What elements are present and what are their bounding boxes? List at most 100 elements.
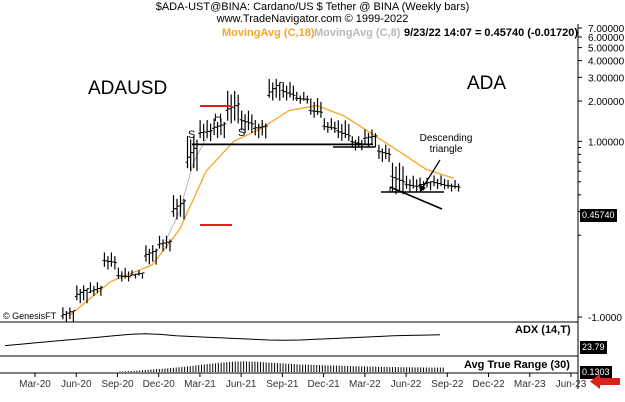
ohlc-bar <box>435 179 440 190</box>
ohlc-bar <box>167 239 172 252</box>
ohlc-bar <box>205 120 210 139</box>
right-symbol-label: ADA <box>467 73 507 94</box>
ohlc-bar <box>253 120 258 136</box>
ohlc-bar <box>98 285 103 296</box>
ohlc-bar <box>312 101 317 118</box>
y-tick-label: 6.00000 <box>588 33 625 44</box>
y-tick-label: 2.00000 <box>588 97 625 108</box>
ma8-line <box>165 138 207 242</box>
ohlc-bar <box>88 282 93 294</box>
adx-label: ADX (14,T) <box>515 324 571 336</box>
ohlc-bar <box>236 94 241 124</box>
y-tick-label: 3.00000 <box>588 73 625 84</box>
x-tick-label: Jun-21 <box>226 379 257 390</box>
ohlc-bar <box>456 183 461 192</box>
ohlc-bar <box>442 178 447 190</box>
ohlc-bar <box>277 81 282 101</box>
ohlc-bar <box>164 235 169 249</box>
ohlc-bar <box>171 195 176 217</box>
adx-panel <box>4 333 441 347</box>
last-price-box: 0.45740 <box>580 209 617 222</box>
ohlc-bar <box>397 162 402 192</box>
ohlc-bar <box>126 271 131 282</box>
x-tick-label: Jun-20 <box>61 379 92 390</box>
ohlc-bar <box>332 121 337 133</box>
ohlc-bar <box>373 133 378 148</box>
ohlc-bar <box>362 129 367 145</box>
triangle-top-line <box>389 186 443 210</box>
ma8-legend: MovingAvg (C,8) <box>314 27 401 39</box>
ohlc-bar <box>301 91 306 101</box>
ohlc-bar <box>305 95 310 104</box>
ohlc-bar <box>369 129 374 145</box>
y-tick-label: 7.00000 <box>588 24 625 35</box>
ohlc-bar <box>383 144 388 160</box>
ohlc-bar <box>246 110 251 131</box>
x-tick-label: Mar-22 <box>349 379 381 390</box>
ohlc-bar <box>339 123 344 141</box>
shoulder-right-label: S <box>238 127 246 139</box>
ma18-path <box>68 104 455 317</box>
ohlc-bar <box>446 180 451 189</box>
x-tick-label: Jun-22 <box>391 379 422 390</box>
ma8-path <box>165 138 207 242</box>
adx-line <box>4 333 441 347</box>
atr-panel <box>119 361 444 372</box>
site-credit: www.TradeNavigator.com © 1999-2022 <box>216 13 409 25</box>
ohlc-bar <box>102 252 107 267</box>
ohlc-bar <box>232 90 237 121</box>
ohlc-bar <box>112 256 117 270</box>
ohlc-bar <box>366 132 371 148</box>
ohlc-bar <box>439 175 444 187</box>
ohlc-bar <box>181 198 186 220</box>
adx-value-box: 23.79 <box>580 341 607 354</box>
ohlc-bar <box>81 285 86 301</box>
x-tick-label: Dec-21 <box>307 379 340 390</box>
y-tick-label: 5.00000 <box>588 44 625 55</box>
left-arrow-icon[interactable] <box>590 374 620 389</box>
x-axis: Mar-20 Jun-20 Sep-20 Dec-20 Mar-21 Jun-21 Sep-… <box>19 373 587 390</box>
ohlc-bar <box>387 148 392 163</box>
ohlc-bar <box>428 181 433 191</box>
ohlc-bar <box>346 123 351 141</box>
x-tick-label: Jun-23 <box>556 379 587 390</box>
ohlc-bar <box>201 123 206 142</box>
y-tick-label: 1.00000 <box>588 137 625 148</box>
ohlc-bar <box>222 121 227 139</box>
atr-label: Avg True Range (30) <box>464 359 570 371</box>
ohlc-bar <box>329 118 334 131</box>
left-symbol-label: ADAUSD <box>88 78 168 99</box>
x-tick-label: Mar-21 <box>184 379 216 390</box>
ohlc-bar <box>147 248 152 265</box>
x-tick-label: Dec-20 <box>143 379 176 390</box>
ohlc-bar <box>432 175 437 187</box>
ohlc-bar <box>274 78 279 98</box>
ma18-line <box>68 104 455 317</box>
ohlc-bar <box>150 245 155 262</box>
ohlc-bar <box>71 309 76 322</box>
ohlc-bar <box>260 119 265 136</box>
x-tick-label: Mar-20 <box>19 379 51 390</box>
ma18-legend: MovingAvg (C,18) <box>222 27 315 39</box>
genesis-credit: © GenesisFT <box>3 311 57 321</box>
ohlc-bar <box>229 94 234 124</box>
ohlc-bar <box>267 78 272 98</box>
ohlc-bar <box>414 179 419 192</box>
ohlc-bar <box>318 101 323 118</box>
ohlc-bar <box>249 114 254 133</box>
chart-annotations <box>192 105 444 226</box>
ohlc-bar <box>116 267 121 279</box>
chart-title: $ADA-UST@BINA: Cardano/US $ Tether @ BIN… <box>155 1 470 13</box>
ohlc-bar <box>78 289 83 304</box>
grid-lines <box>0 24 579 389</box>
ohlc-bar <box>109 252 114 267</box>
ohlc-bar <box>380 148 385 162</box>
ohlc-bar <box>322 118 327 130</box>
ohlc-bar <box>157 235 162 249</box>
ohlc-bar <box>85 288 90 304</box>
pattern-arrow-head <box>419 184 426 192</box>
ohlc-bar <box>343 120 348 139</box>
x-tick-label: Sep-21 <box>266 379 299 390</box>
ohlc-bar <box>281 81 286 98</box>
